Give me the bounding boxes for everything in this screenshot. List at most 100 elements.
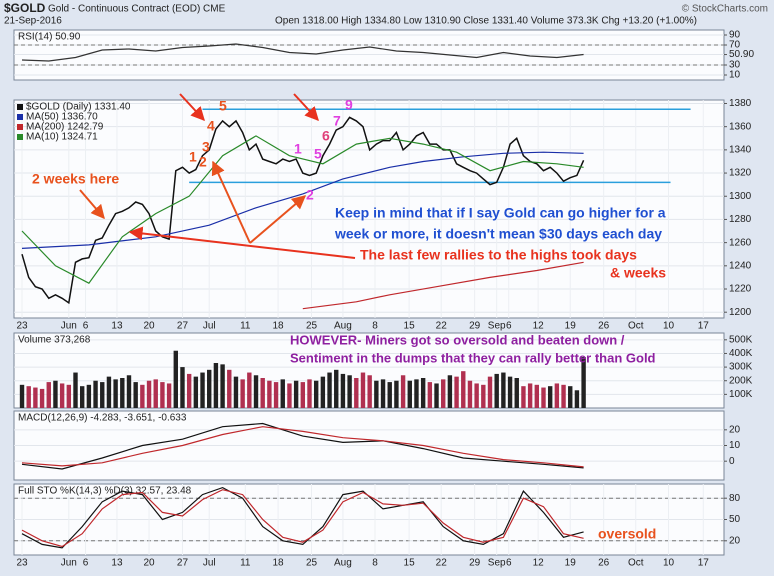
series-line xyxy=(21,489,584,548)
volume-bar xyxy=(86,384,92,408)
volume-bar xyxy=(547,386,553,408)
x-tick-label: 23 xyxy=(16,321,28,332)
x-tick-label: 12 xyxy=(533,321,545,332)
volume-bar xyxy=(66,384,72,408)
volume-bar xyxy=(527,383,533,408)
x-tick-label: 10 xyxy=(663,558,675,569)
volume-bar xyxy=(293,380,299,408)
x-tick-label: Jun xyxy=(61,321,77,332)
y-tick-label: 1280 xyxy=(729,214,752,225)
volume-bar xyxy=(106,376,112,408)
quote: Open 1318.00 High 1334.80 Low 1310.90 Cl… xyxy=(275,16,697,27)
x-tick-label: 6 xyxy=(506,321,512,332)
x-tick-label: Jul xyxy=(203,321,216,332)
volume-bar xyxy=(19,384,25,408)
x-tick-label: Jun xyxy=(61,558,77,569)
volume-bar xyxy=(554,383,560,408)
x-tick-label: 8 xyxy=(372,558,378,569)
y-tick-label: 1300 xyxy=(729,191,752,202)
volume-bar xyxy=(400,375,406,408)
volume-bar xyxy=(227,369,232,408)
volume-bar xyxy=(53,380,58,408)
x-tick-label: 25 xyxy=(306,321,318,332)
volume-bar xyxy=(574,390,580,408)
y-tick-label: 50 xyxy=(729,514,741,525)
y-tick-label: 100K xyxy=(729,389,753,400)
x-tick-label: Jul xyxy=(203,558,216,569)
volume-bar xyxy=(581,357,586,408)
volume-bar xyxy=(126,375,132,408)
volume-bar xyxy=(253,375,259,408)
volume-bar xyxy=(521,386,526,408)
annotation: 5 xyxy=(219,98,227,114)
volume-bar xyxy=(334,369,339,408)
legend-label: MA(10) 1324.71 xyxy=(26,132,98,143)
x-tick-label: 15 xyxy=(404,558,416,569)
volume-bar xyxy=(267,380,272,408)
y-tick-label: 1360 xyxy=(729,121,752,132)
x-tick-label: 26 xyxy=(598,321,610,332)
x-tick-label: 27 xyxy=(177,321,189,332)
volume-bar xyxy=(100,382,105,408)
x-tick-label: 13 xyxy=(111,558,123,569)
description: Gold - Continuous Contract (EOD) CME xyxy=(48,4,226,15)
x-tick-label: 23 xyxy=(16,558,28,569)
x-tick-label: 13 xyxy=(111,321,123,332)
y-tick-label: 70 xyxy=(729,40,741,51)
legend-swatch xyxy=(17,134,23,140)
volume-bar xyxy=(160,382,165,408)
x-tick-label: 15 xyxy=(404,321,416,332)
volume-bar xyxy=(507,376,513,408)
volume-bar xyxy=(354,378,359,408)
volume-bar xyxy=(46,382,51,408)
panel xyxy=(13,99,725,319)
volume-bar xyxy=(180,367,185,408)
volume-bar xyxy=(487,376,493,408)
volume-bar xyxy=(561,384,566,408)
x-tick-label: Sep xyxy=(488,558,506,569)
source: © StockCharts.com xyxy=(682,4,768,15)
annotation: 9 xyxy=(345,97,353,113)
x-tick-label: Sep xyxy=(488,321,506,332)
volume-bar xyxy=(367,375,372,408)
x-tick-label: 22 xyxy=(436,321,448,332)
x-tick-label: 29 xyxy=(469,558,481,569)
volume-bar xyxy=(59,383,65,408)
x-tick-label: 12 xyxy=(533,558,545,569)
arrow xyxy=(79,189,105,220)
volume-bar xyxy=(247,372,252,408)
y-tick-label: 300K xyxy=(729,362,753,373)
volume-bar xyxy=(307,379,312,408)
volume-bar xyxy=(494,373,499,408)
volume-bar xyxy=(207,369,212,408)
volume-bar xyxy=(240,379,245,408)
x-tick-label: 18 xyxy=(273,558,285,569)
annotation: 5 xyxy=(314,146,322,162)
volume-bar xyxy=(501,372,506,408)
annotation: 2 weeks here xyxy=(32,171,119,187)
y-tick-label: 1220 xyxy=(729,284,752,295)
y-tick-label: 90 xyxy=(729,30,741,41)
volume-bar xyxy=(327,372,332,408)
volume-bar xyxy=(461,371,466,408)
arrow xyxy=(128,226,356,259)
x-tick-label: Oct xyxy=(628,558,644,569)
volume-bar xyxy=(414,379,419,408)
x-tick-label: 11 xyxy=(240,558,251,569)
annotation: The last few rallies to the highs took d… xyxy=(360,247,637,263)
y-tick-label: 1240 xyxy=(729,260,752,271)
panel-title: Volume 373,268 xyxy=(18,335,91,346)
volume-bar xyxy=(447,375,453,408)
legend-label: $GOLD (Daily) 1331.40 xyxy=(26,102,131,113)
symbol: $GOLD xyxy=(4,1,46,15)
volume-bar xyxy=(213,363,219,408)
annotation: HOWEVER- Miners got so oversold and beat… xyxy=(290,332,625,347)
annotation: Sentiment in the dumps that they can ral… xyxy=(290,350,656,365)
annotation: 7 xyxy=(333,113,341,129)
volume-bar xyxy=(146,380,152,408)
x-tick-label: 20 xyxy=(143,321,155,332)
x-tick-label: 17 xyxy=(698,321,710,332)
arrow xyxy=(293,93,319,122)
legend-label: MA(200) 1242.79 xyxy=(26,122,104,133)
